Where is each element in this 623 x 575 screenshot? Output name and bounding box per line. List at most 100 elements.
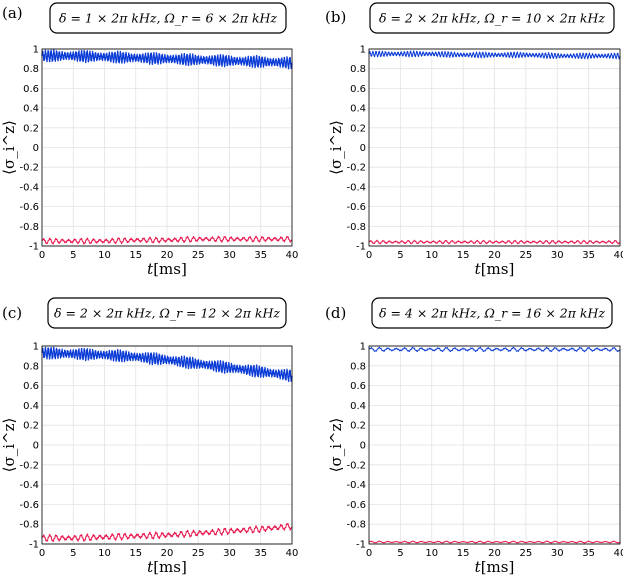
panel-label: (c) [2, 304, 22, 322]
x-tick-label: 5 [397, 548, 403, 559]
y-tick-label: 0 [360, 143, 366, 154]
chart-panel-2: (c) δ = 2 × 2π kHz, Ω_r = 12 × 2π kHz 0 5 10… [0, 297, 298, 575]
x-tick-label: 30 [223, 250, 236, 261]
y-tick-label: -0.6 [346, 202, 366, 213]
x-tick-label: 20 [161, 250, 174, 261]
y-tick-label: 0.2 [350, 421, 366, 432]
x-tick-label: 25 [192, 548, 205, 559]
y-tick-label: 0 [33, 441, 39, 452]
param-text: δ = 2 × 2π kHz, Ω_r = 12 × 2π kHz [54, 306, 280, 321]
y-axis-label: ⟨σ_i^z⟩ [327, 418, 345, 473]
x-tick-label: 20 [488, 250, 501, 261]
plot-frame [41, 48, 293, 247]
param-box [49, 2, 287, 34]
y-axis-label: ⟨σ_i^z⟩ [0, 120, 18, 175]
y-tick-label: -0.8 [346, 520, 366, 531]
x-tick-label: 10 [98, 548, 111, 559]
y-tick-label: 0 [360, 441, 366, 452]
series-line-0 [41, 346, 293, 383]
panel-label: (b) [325, 8, 346, 26]
param-box [369, 2, 615, 34]
param-box [47, 297, 287, 329]
y-tick-label: 0.8 [350, 361, 366, 372]
series-line-1 [41, 522, 293, 543]
x-axis-label: t[ms] [147, 558, 187, 575]
x-tick-label: 10 [425, 250, 438, 261]
series-line-1 [368, 239, 621, 245]
y-tick-label: -1 [356, 242, 366, 253]
y-tick-label: 0.6 [350, 84, 366, 95]
series-line-0 [41, 49, 293, 70]
x-axis-label: t[ms] [147, 260, 187, 278]
x-tick-label: 35 [582, 548, 595, 559]
param-text: δ = 1 × 2π kHz, Ω_r = 6 × 2π kHz [59, 11, 277, 26]
y-tick-label: -0.2 [19, 163, 39, 174]
y-tick-label: -1 [29, 242, 39, 253]
y-tick-label: 1 [360, 342, 366, 353]
x-tick-label: 15 [457, 548, 470, 559]
y-tick-label: -0.8 [346, 222, 366, 233]
y-tick-label: -0.4 [19, 182, 39, 193]
x-tick-label: 35 [254, 250, 267, 261]
plot-frame [368, 345, 621, 545]
series-line-1 [368, 540, 621, 544]
x-tick-label: 5 [397, 250, 403, 261]
y-tick-label: -0.2 [346, 163, 366, 174]
y-tick-label: -0.6 [19, 500, 39, 511]
y-tick-label: 0.4 [23, 401, 39, 412]
y-tick-label: -0.2 [19, 460, 39, 471]
x-axis-label: t[ms] [475, 260, 515, 278]
x-tick-label: 0 [366, 548, 372, 559]
y-tick-label: 0.8 [23, 361, 39, 372]
x-tick-label: 20 [488, 548, 501, 559]
panel-label: (a) [2, 4, 23, 22]
x-tick-label: 40 [614, 250, 623, 261]
y-tick-label: 0.6 [350, 381, 366, 392]
y-tick-label: 0 [33, 143, 39, 154]
x-tick-label: 20 [161, 548, 174, 559]
y-axis-label: ⟨σ_i^z⟩ [0, 418, 18, 473]
y-tick-label: 0.6 [23, 84, 39, 95]
x-tick-label: 15 [129, 250, 142, 261]
x-axis-label: t[ms] [475, 558, 515, 575]
x-tick-label: 30 [551, 548, 564, 559]
y-tick-label: -1 [29, 540, 39, 551]
param-box [371, 297, 613, 329]
y-tick-label: -0.6 [346, 500, 366, 511]
x-tick-label: 0 [39, 548, 45, 559]
x-tick-label: 40 [286, 250, 299, 261]
series-line-0 [368, 50, 621, 60]
y-tick-label: -0.8 [19, 520, 39, 531]
x-tick-label: 0 [39, 250, 45, 261]
y-tick-label: 0.4 [23, 104, 39, 115]
x-tick-label: 30 [223, 548, 236, 559]
y-tick-label: -0.2 [346, 460, 366, 471]
x-tick-label: 5 [70, 250, 76, 261]
y-tick-label: 1 [360, 45, 366, 56]
x-tick-label: 10 [425, 548, 438, 559]
x-tick-label: 35 [582, 250, 595, 261]
param-text: δ = 2 × 2π kHz, Ω_r = 10 × 2π kHz [379, 11, 605, 26]
y-tick-label: 0.6 [23, 381, 39, 392]
plot-frame [41, 345, 293, 545]
x-tick-label: 25 [192, 250, 205, 261]
param-text: δ = 4 × 2π kHz, Ω_r = 16 × 2π kHz [379, 306, 605, 321]
x-tick-label: 0 [366, 250, 372, 261]
x-tick-label: 5 [70, 548, 76, 559]
y-tick-label: 0.8 [350, 64, 366, 75]
y-tick-label: -1 [356, 540, 366, 551]
y-tick-label: 0.4 [350, 104, 366, 115]
x-tick-label: 40 [614, 548, 623, 559]
y-axis-label: ⟨σ_i^z⟩ [327, 120, 345, 175]
y-tick-label: -0.4 [19, 480, 39, 491]
plot-frame [368, 48, 621, 247]
y-tick-label: -0.6 [19, 202, 39, 213]
y-tick-label: 0.2 [23, 123, 39, 134]
x-tick-label: 15 [129, 548, 142, 559]
x-tick-label: 35 [254, 548, 267, 559]
x-tick-label: 25 [520, 250, 533, 261]
y-tick-label: -0.4 [346, 182, 366, 193]
y-tick-label: 0.8 [23, 64, 39, 75]
